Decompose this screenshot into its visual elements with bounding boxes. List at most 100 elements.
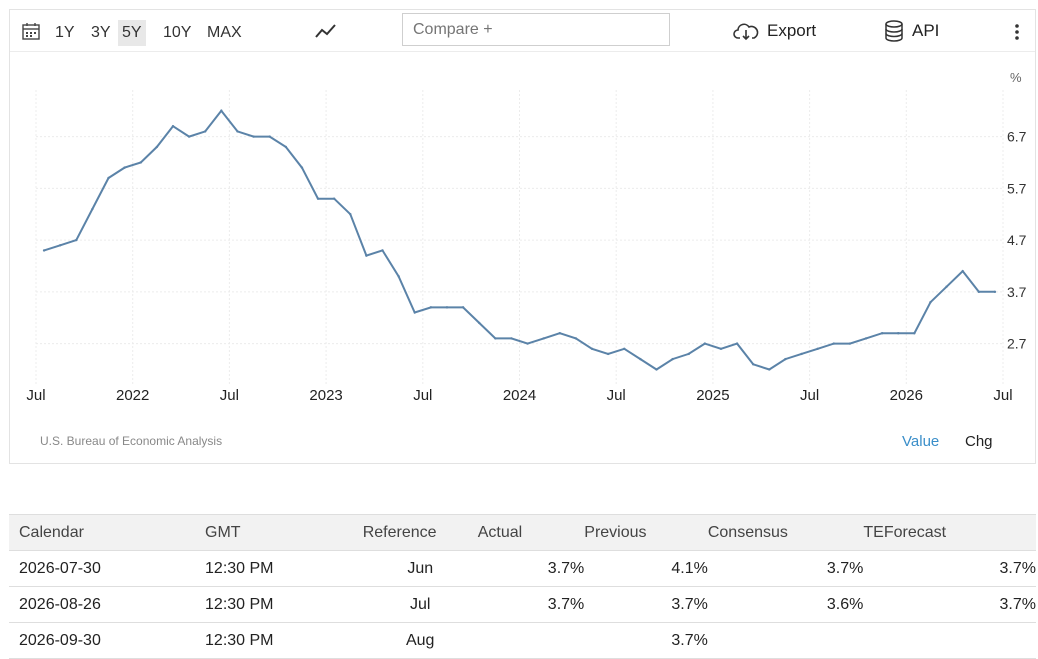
cell-teforecast: 3.7% [863, 550, 1036, 587]
x-tick-label: Jul [993, 387, 1012, 404]
data-point [655, 368, 658, 371]
line-chart-icon[interactable] [315, 22, 337, 40]
data-point [220, 109, 223, 112]
y-tick-label: 2.7 [1007, 336, 1027, 352]
data-point [800, 352, 803, 356]
x-tick-label: Jul [26, 387, 45, 404]
data-point [204, 130, 207, 133]
table-row: 2026-07-30 12:30 PM Jun 3.7% 4.1% 3.7% 3… [9, 550, 1036, 587]
data-point [526, 342, 529, 345]
calendar-table: Calendar GMT Reference Actual Previous C… [9, 514, 1036, 659]
data-point [413, 311, 416, 314]
line-chart: Jul 2022 Jul 2023 Jul 2024 Jul 2025 Jul 2026 Jul 2.… [26, 90, 1027, 404]
data-point [719, 347, 723, 350]
x-tick-label: 2026 [890, 387, 923, 404]
calendar-header-row: Calendar GMT Reference Actual Previous C… [9, 514, 1036, 551]
x-tick-label: Jul [220, 387, 239, 404]
data-point [880, 332, 884, 335]
calendar-icon[interactable] [22, 22, 40, 40]
data-point [703, 342, 707, 345]
unit-label: % [1010, 70, 1022, 85]
data-point [574, 337, 578, 340]
cell-time: 12:30 PM [205, 586, 363, 623]
data-point [252, 135, 255, 138]
data-point [977, 290, 981, 294]
data-point [187, 135, 191, 138]
data-point [639, 357, 642, 361]
header-previous: Previous [584, 514, 708, 551]
range-10y-button[interactable]: 10Y [163, 24, 192, 41]
cell-consensus: 3.6% [707, 586, 864, 623]
header-reference: Reference [362, 514, 478, 551]
data-point [784, 357, 787, 361]
x-tick-label: 2023 [309, 387, 342, 404]
data-point [961, 269, 964, 273]
data-point [735, 342, 739, 345]
x-tick-label: Jul [607, 387, 626, 404]
data-point [929, 300, 932, 304]
data-point [816, 347, 819, 350]
header-actual: Actual [477, 514, 585, 551]
data-point [897, 332, 900, 335]
chart-toolbar: 1Y 3Y 5Y 10Y MAX Export API [10, 10, 1035, 52]
data-point [848, 342, 852, 345]
data-point [445, 306, 449, 309]
cell-date: 2026-09-30 [9, 622, 206, 659]
y-tick-label: 5.7 [1007, 180, 1027, 196]
api-button[interactable]: API [912, 21, 940, 40]
y-tick-label: 4.7 [1007, 232, 1027, 248]
cloud-download-icon[interactable] [733, 20, 759, 42]
data-point [461, 306, 465, 309]
header-consensus: Consensus [707, 514, 864, 551]
data-point [542, 337, 545, 340]
table-row: 2026-08-26 12:30 PM Jul 3.7% 3.7% 3.6% 3… [9, 586, 1036, 623]
range-5y-button[interactable]: 5Y [118, 20, 146, 46]
data-point [123, 166, 126, 169]
y-tick-label: 6.7 [1007, 129, 1027, 145]
data-point [397, 275, 400, 278]
x-tick-label: 2022 [116, 387, 149, 404]
cell-actual [477, 622, 585, 659]
data-point [75, 238, 78, 242]
cell-time: 12:30 PM [205, 550, 363, 587]
data-point [687, 352, 690, 356]
data-point [42, 249, 46, 252]
cell-previous: 3.7% [584, 622, 708, 659]
source-label: U.S. Bureau of Economic Analysis [40, 434, 223, 448]
x-tick-label: Jul [800, 387, 819, 404]
y-tick-label: 3.7 [1007, 284, 1027, 300]
table-row: 2026-09-30 12:30 PM Aug 3.7% [9, 622, 1036, 659]
data-point [171, 125, 175, 128]
data-point [558, 332, 561, 335]
cell-consensus: 3.7% [707, 550, 864, 587]
cell-previous: 3.7% [584, 586, 708, 623]
more-options-icon[interactable] [1010, 22, 1024, 42]
data-point [139, 161, 142, 164]
cell-time: 12:30 PM [205, 622, 363, 659]
database-icon[interactable] [884, 20, 904, 42]
series-line [43, 109, 995, 371]
cell-reference: Jul [362, 586, 478, 623]
cell-actual: 3.7% [477, 550, 585, 587]
data-point [429, 306, 433, 309]
range-3y-button[interactable]: 3Y [91, 24, 111, 41]
range-1y-button[interactable]: 1Y [55, 24, 75, 41]
data-point [91, 207, 94, 211]
range-max-button[interactable]: MAX [207, 24, 242, 41]
data-point [365, 254, 368, 257]
data-point [606, 352, 610, 356]
data-point [349, 213, 352, 216]
data-point [107, 176, 110, 180]
data-point [300, 166, 304, 169]
compare-input[interactable] [402, 13, 670, 46]
value-tab[interactable]: Value [902, 433, 940, 450]
data-point [58, 244, 62, 247]
cell-reference: Jun [362, 550, 478, 587]
data-point [268, 135, 271, 138]
cell-teforecast: 3.7% [863, 586, 1036, 623]
cell-teforecast [863, 622, 1036, 659]
data-point [284, 145, 288, 149]
export-button[interactable]: Export [767, 21, 817, 40]
data-point [945, 285, 948, 288]
chg-tab[interactable]: Chg [965, 433, 993, 450]
